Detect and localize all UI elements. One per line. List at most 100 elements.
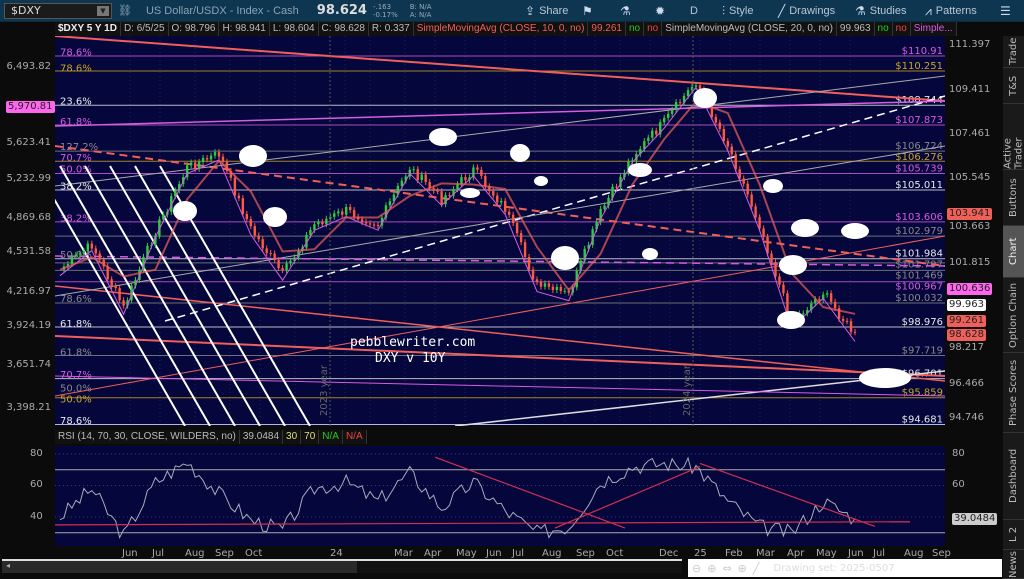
highlight-ellipse bbox=[239, 145, 267, 167]
aggregation-button[interactable]: D bbox=[690, 0, 698, 22]
x-axis-label: Jun bbox=[848, 548, 864, 559]
menu-button[interactable]: ☰ bbox=[1000, 0, 1011, 22]
style-label: Style bbox=[729, 5, 754, 17]
price-candle bbox=[519, 233, 523, 243]
price-candle bbox=[806, 309, 809, 314]
gann-line bbox=[84, 165, 236, 426]
sma10-label[interactable]: SimpleMovingAvg (CLOSE, 10, 0, no) bbox=[413, 22, 589, 36]
link-icon[interactable]: ⛓ bbox=[118, 4, 132, 17]
last-price: 98.624 bbox=[316, 3, 367, 18]
drawing-set-label[interactable]: Drawing set: 2025-0507 bbox=[773, 562, 895, 574]
top-toolbar: $DXY ▼ ⛓ US Dollar/USDX - Index - Cash 98… bbox=[0, 0, 1024, 22]
price-candle bbox=[388, 201, 392, 206]
price-candle bbox=[714, 117, 718, 123]
price-candle bbox=[130, 285, 133, 301]
price-candle bbox=[674, 102, 678, 110]
info-date: D: 6/5/25 bbox=[120, 22, 169, 36]
price-chart[interactable]: $110.91 $110.251 $108.744 $107.873 $106.724 $… bbox=[55, 36, 945, 426]
price-candle bbox=[523, 242, 527, 257]
draw-line-icon[interactable]: ╱ bbox=[752, 561, 760, 575]
x-axis-label: May bbox=[816, 548, 837, 559]
sma20-label[interactable]: SimpleMovingAvg (CLOSE, 20, 0, no) bbox=[662, 22, 837, 36]
level-label: $101.984 bbox=[895, 249, 943, 260]
side-tab-phase-scores[interactable]: Phase Scores bbox=[1003, 353, 1024, 433]
style-button[interactable]: ⫶ Style bbox=[722, 0, 753, 22]
studies-button[interactable]: ⚗ Studies bbox=[855, 0, 906, 22]
price-axis-label: 101.815 bbox=[949, 256, 991, 268]
horizontal-scrollbar[interactable]: ◂ bbox=[2, 559, 682, 573]
price-candle bbox=[750, 194, 753, 207]
symbol-selector[interactable]: $DXY ▼ bbox=[4, 2, 112, 19]
trend-line bbox=[55, 375, 945, 397]
side-tab-t-s[interactable]: T&S bbox=[1003, 68, 1024, 104]
level-label: $97.719 bbox=[902, 346, 943, 357]
crosshair-icon[interactable]: ⊕ bbox=[737, 561, 747, 575]
price-candle bbox=[273, 253, 276, 261]
price-candle bbox=[372, 224, 376, 226]
x-axis-label: Aug bbox=[542, 548, 562, 559]
x-axis-label: Aug bbox=[904, 548, 924, 559]
zoom-in-icon[interactable]: ⊕ bbox=[707, 561, 717, 575]
price-candle bbox=[615, 186, 618, 188]
level-label: $100.032 bbox=[895, 293, 943, 304]
sma-200-line bbox=[59, 100, 856, 315]
level-label: $105.739 bbox=[895, 163, 943, 174]
side-tab-active-trader[interactable]: Active Trader bbox=[1003, 104, 1024, 170]
price-candle bbox=[333, 213, 336, 217]
price-candle bbox=[766, 236, 769, 254]
price-axis-label: 109.411 bbox=[949, 84, 991, 96]
fib-label: 50.0% bbox=[60, 395, 92, 406]
price-candle bbox=[500, 200, 503, 203]
price-candle bbox=[317, 221, 320, 225]
price-candle bbox=[170, 196, 173, 212]
highlight-ellipse bbox=[429, 128, 457, 146]
price-candle bbox=[221, 156, 225, 162]
price-candle bbox=[110, 279, 113, 287]
side-tab-l-2[interactable]: L 2 bbox=[1003, 520, 1024, 550]
price-candle bbox=[480, 169, 483, 176]
side-tab-trade[interactable]: Trade bbox=[1003, 36, 1024, 68]
rsi-70: 70 bbox=[301, 430, 320, 444]
side-tab-chart[interactable]: Chart bbox=[1003, 226, 1024, 278]
price-candle bbox=[225, 161, 229, 172]
price-candle bbox=[106, 266, 109, 280]
rsi-label[interactable]: RSI (14, 70, 30, CLOSE, WILDERS, no) bbox=[55, 430, 240, 444]
side-tab-option-chain[interactable]: Option Chain bbox=[1003, 278, 1024, 353]
price-candle bbox=[655, 130, 658, 135]
sma-more-label[interactable]: Simple... bbox=[910, 22, 957, 36]
right-price-axis[interactable]: 111.397 109.411 107.461 105.545 103.663 101.8… bbox=[945, 36, 1000, 426]
year-marker-label: 2023 year bbox=[319, 364, 330, 416]
price-candle bbox=[122, 300, 125, 306]
highlight-ellipse bbox=[642, 248, 658, 260]
highlight-ellipse bbox=[841, 223, 869, 239]
price-candle bbox=[563, 290, 567, 292]
scrollbar-thumb[interactable] bbox=[357, 561, 682, 573]
price-candle bbox=[456, 184, 459, 190]
share-button[interactable]: ⇪ Share bbox=[525, 0, 568, 22]
settings-button[interactable]: ✹ bbox=[655, 0, 665, 22]
chevron-down-icon[interactable]: ▼ bbox=[97, 5, 109, 16]
rsi-chart[interactable] bbox=[55, 446, 945, 546]
rsi-line bbox=[59, 456, 856, 540]
price-candle bbox=[686, 90, 690, 96]
flag-button[interactable]: ⚑ bbox=[582, 0, 593, 22]
level-label: $110.91 bbox=[902, 46, 943, 57]
price-candle bbox=[360, 219, 364, 223]
patterns-button[interactable]: ⩘ Patterns bbox=[925, 0, 977, 22]
flask-button[interactable]: ⚗ bbox=[620, 0, 631, 22]
pan-icon[interactable]: ⇔ bbox=[722, 561, 732, 575]
price-candle bbox=[448, 195, 451, 197]
price-candle bbox=[261, 239, 264, 249]
price-candle bbox=[82, 251, 86, 254]
scroll-left-icon[interactable]: ◂ bbox=[6, 561, 11, 570]
highlight-ellipse bbox=[777, 311, 805, 329]
side-tab-news[interactable]: News bbox=[1003, 550, 1024, 579]
side-tab-buttons[interactable]: Buttons bbox=[1003, 170, 1024, 226]
rsi-trend-line bbox=[434, 456, 626, 529]
left-axis-label: 4,869.68 bbox=[6, 212, 51, 223]
zoom-out-icon[interactable]: ⊖ bbox=[692, 561, 702, 575]
drawings-button[interactable]: ╱ Drawings bbox=[778, 0, 835, 22]
side-tab-dashboard[interactable]: Dashboard bbox=[1003, 433, 1024, 520]
price-candle bbox=[722, 128, 726, 141]
price-axis-label: 111.397 bbox=[949, 39, 991, 50]
